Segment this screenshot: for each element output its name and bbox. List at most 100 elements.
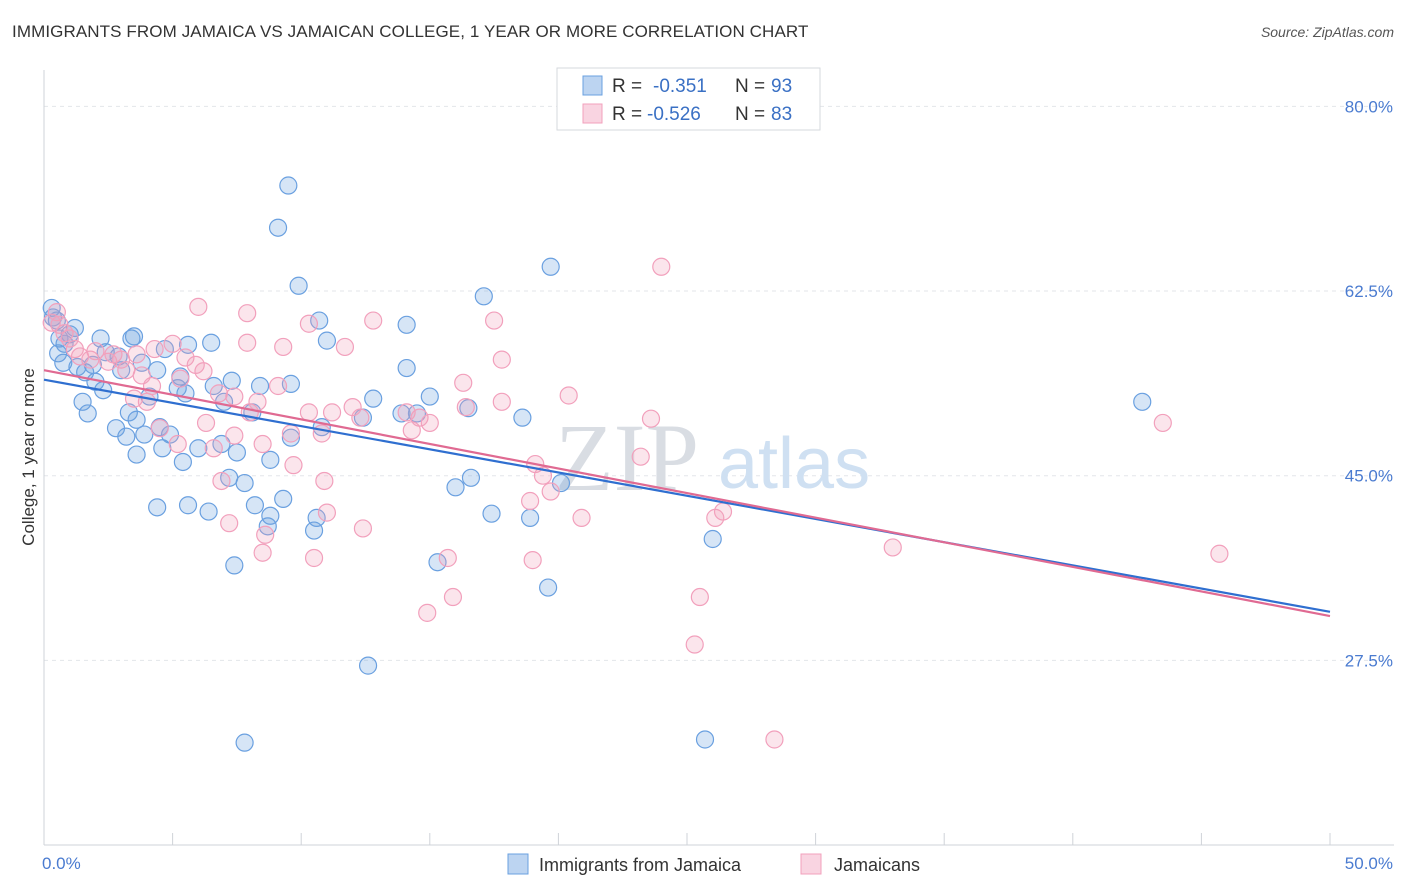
point-jamaicans xyxy=(253,434,272,454)
y-tick-label: 80.0% xyxy=(1345,97,1393,116)
point-jamaicans xyxy=(60,329,79,348)
point-jamaicans xyxy=(189,297,208,316)
y-axis-label: College, 1 year or more xyxy=(19,368,38,546)
point-jamaicans xyxy=(209,384,228,403)
point-immigrants xyxy=(153,439,172,458)
point-immigrants xyxy=(124,327,144,346)
point-jamaicans xyxy=(281,424,301,443)
point-jamaicans xyxy=(631,447,650,466)
point-jamaicans xyxy=(443,587,463,607)
point-immigrants xyxy=(261,450,280,469)
point-jamaicans xyxy=(402,421,421,440)
point-immigrants xyxy=(250,376,270,396)
legend-label-jamaicans: Jamaicans xyxy=(834,855,920,875)
point-immigrants xyxy=(227,443,246,462)
point-jamaicans xyxy=(351,408,370,427)
point-immigrants xyxy=(49,344,68,363)
stats-n-label-pink: N = xyxy=(735,104,765,125)
legend-label-immigrants: Immigrants from Jamaica xyxy=(539,855,742,875)
point-immigrants xyxy=(148,498,167,517)
point-jamaicans xyxy=(137,392,156,411)
point-immigrants xyxy=(65,318,84,338)
point-jamaicans xyxy=(117,361,136,380)
point-jamaicans xyxy=(690,587,709,607)
point-jamaicans xyxy=(652,257,671,276)
stats-swatch-blue xyxy=(582,75,603,96)
point-jamaicans xyxy=(145,339,164,359)
trend-line-jamaicans xyxy=(43,369,1331,618)
point-immigrants xyxy=(539,578,558,597)
point-immigrants xyxy=(521,508,540,527)
point-jamaicans xyxy=(559,386,578,405)
point-jamaicans xyxy=(523,551,542,570)
point-immigrants xyxy=(148,361,167,380)
point-jamaicans xyxy=(256,525,275,544)
point-jamaicans xyxy=(641,409,661,428)
point-jamaicans xyxy=(335,337,355,357)
point-immigrants xyxy=(310,311,329,330)
stats-n-value-blue: 93 xyxy=(771,76,792,97)
point-jamaicans xyxy=(438,548,457,568)
x-tick-labels: 0.0% 50.0% xyxy=(42,854,1393,873)
x-tick-label: 0.0% xyxy=(42,854,81,873)
trend-layer xyxy=(43,369,1331,618)
stats-box: R = -0.351 N = 93 R = -0.526 N = 83 xyxy=(556,67,821,131)
point-jamaicans xyxy=(194,362,213,381)
x-ticks xyxy=(172,833,1331,845)
point-immigrants xyxy=(127,445,146,464)
point-jamaicans xyxy=(312,424,331,443)
point-immigrants xyxy=(222,371,241,390)
point-jamaicans xyxy=(299,403,319,422)
x-tick-label: 50.0% xyxy=(1345,854,1393,873)
point-immigrants xyxy=(364,389,383,408)
point-immigrants xyxy=(513,408,532,427)
point-jamaicans xyxy=(55,324,74,343)
point-immigrants xyxy=(127,410,146,429)
stats-r-label-blue: R = xyxy=(612,76,642,97)
point-jamaicans xyxy=(204,439,223,458)
point-jamaicans xyxy=(454,373,473,392)
point-immigrants xyxy=(428,553,447,572)
point-jamaicans xyxy=(315,471,334,491)
point-immigrants xyxy=(178,496,198,515)
point-jamaicans xyxy=(238,304,257,323)
point-jamaicans xyxy=(212,471,231,491)
legend-swatch-jamaicans xyxy=(800,853,822,875)
stats-swatch-pink xyxy=(582,103,603,124)
point-immigrants xyxy=(307,508,326,527)
legend: Immigrants from Jamaica Jamaicans xyxy=(507,853,920,875)
point-jamaicans xyxy=(713,502,733,521)
point-jamaicans xyxy=(304,548,324,568)
point-jamaicans xyxy=(485,311,504,330)
point-immigrants xyxy=(54,353,73,372)
point-jamaicans xyxy=(196,413,216,433)
stats-n-value-pink: 83 xyxy=(771,104,792,125)
point-immigrants xyxy=(289,276,308,295)
point-jamaicans xyxy=(418,603,437,622)
point-immigrants xyxy=(73,392,92,411)
point-immigrants xyxy=(268,218,288,237)
point-jamaicans xyxy=(1153,413,1172,433)
point-immigrants xyxy=(1133,392,1152,411)
point-immigrants xyxy=(482,504,501,523)
point-jamaicans xyxy=(253,543,272,562)
point-jamaicans xyxy=(150,419,169,438)
point-immigrants xyxy=(119,403,138,422)
point-jamaicans xyxy=(176,348,195,367)
point-immigrants xyxy=(225,556,244,575)
point-jamaicans xyxy=(163,334,182,353)
point-immigrants xyxy=(397,315,416,334)
point-immigrants xyxy=(189,439,208,458)
point-immigrants xyxy=(78,404,97,423)
chart-source: Source: ZipAtlas.com xyxy=(1260,24,1394,40)
point-immigrants xyxy=(695,730,715,749)
point-jamaicans xyxy=(248,392,267,411)
point-immigrants xyxy=(235,733,254,752)
point-jamaicans xyxy=(1210,544,1229,563)
point-jamaicans xyxy=(168,434,187,454)
point-immigrants xyxy=(261,506,280,525)
point-immigrants xyxy=(281,428,301,447)
point-jamaicans xyxy=(86,342,105,361)
point-immigrants xyxy=(235,473,254,493)
